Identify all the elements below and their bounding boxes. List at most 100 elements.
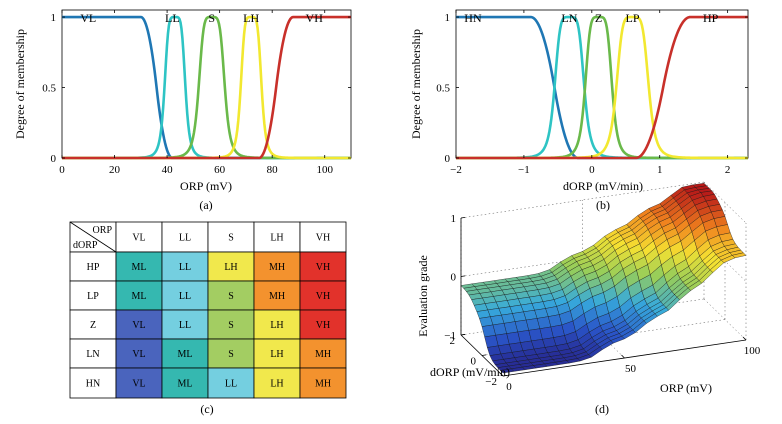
x-tick-mark-3d xyxy=(499,372,504,377)
membership-curve-hn xyxy=(456,15,748,160)
y-tick-label: 0 xyxy=(51,153,57,165)
rule-cell-value: VL xyxy=(132,320,145,331)
column-header-vl: VL xyxy=(132,232,145,243)
column-header-vh: VH xyxy=(316,232,330,243)
surface-mesh xyxy=(460,183,747,374)
z-axis-label-d: Evaluation grade xyxy=(416,255,430,337)
set-label-hn: HN xyxy=(464,11,482,25)
rule-cell-value: MH xyxy=(315,349,331,360)
membership-curve-lh xyxy=(62,15,351,160)
membership-curve-ln xyxy=(456,15,748,160)
rule-cell-value: ML xyxy=(178,378,193,389)
rule-cell-value: VH xyxy=(316,262,330,273)
x-tick-label: 40 xyxy=(162,164,174,176)
z-tick-label: 1 xyxy=(451,213,457,225)
y-tick-label-3d: −2 xyxy=(485,376,497,388)
membership-curve-ll xyxy=(62,15,351,160)
rule-cell-value: MH xyxy=(269,291,285,302)
x-tick-label: 100 xyxy=(316,164,333,176)
membership-curves-orp xyxy=(62,15,351,160)
x-tick-label: 80 xyxy=(267,164,279,176)
surface-ticks: −1 0 1 −2 0 2 0 50 100 xyxy=(444,213,760,393)
z-tick-label: 0 xyxy=(451,272,457,284)
caption-c: (c) xyxy=(200,402,213,416)
y-axis-label-d: dORP (mV/min) xyxy=(430,365,510,379)
rule-cell-value: S xyxy=(228,320,234,331)
rule-table-grid: ORP dORP VL LL S LH VH HP ML LL LH MH VH LP ML LL S MH VH Z… xyxy=(69,221,347,399)
plot-frame-a xyxy=(61,9,352,159)
x-axis-label-d: ORP (mV) xyxy=(660,381,712,395)
membership-chart-orp: 0 20 40 60 80 100 0 0.5 1 VL LL S LH VH ORP (mV) Deg… xyxy=(13,9,352,212)
x-tick-label: 20 xyxy=(109,164,121,176)
rule-cell xyxy=(207,251,255,282)
rule-cell-value: VL xyxy=(132,378,145,389)
rule-cell-value: LL xyxy=(225,378,237,389)
rule-cell-value: LH xyxy=(224,262,237,273)
rule-cell-value: S xyxy=(228,349,234,360)
membership-curves-dorp xyxy=(456,15,748,160)
corner-label-orp: ORP xyxy=(93,225,113,236)
x-tick-label: −2 xyxy=(450,164,462,176)
rule-cell-value: LL xyxy=(179,262,191,273)
rule-cell xyxy=(299,280,347,311)
membership-curve-vh xyxy=(62,15,351,160)
x-tick-label: 1 xyxy=(657,164,663,176)
membership-curve-z xyxy=(456,15,748,160)
set-label-ln: LN xyxy=(561,11,577,25)
x-tick-mark-3d xyxy=(742,336,747,341)
rule-cell xyxy=(253,338,301,369)
rule-cell xyxy=(115,367,163,399)
rule-cell-value: LH xyxy=(270,320,283,331)
surface-grid-line xyxy=(460,181,705,219)
rule-cell xyxy=(253,367,301,399)
rule-cell xyxy=(299,367,347,399)
column-header-lh: LH xyxy=(270,232,283,243)
x-tick-label: 0 xyxy=(59,164,65,176)
row-header-z: Z xyxy=(90,320,96,331)
set-label-vl: VL xyxy=(80,11,96,25)
column-header-cell xyxy=(161,221,209,253)
y-axis-label-a: Degree of membership xyxy=(13,29,27,139)
row-header-ln: LN xyxy=(86,349,99,360)
y-tick-label-3d: 2 xyxy=(450,335,456,347)
rule-cell-value: LL xyxy=(179,320,191,331)
membership-curve-vl xyxy=(62,15,351,160)
z-tick-mark xyxy=(460,275,466,277)
rule-cell-value: VH xyxy=(316,291,330,302)
rule-cell xyxy=(253,251,301,282)
y-tick-mark-3d xyxy=(460,334,466,336)
rule-cell xyxy=(299,251,347,282)
caption-b: (b) xyxy=(596,198,610,212)
row-header-cell xyxy=(69,367,117,399)
rule-cell-value: S xyxy=(228,291,234,302)
rule-cell xyxy=(115,309,163,340)
set-label-z: Z xyxy=(595,11,602,25)
z-tick-label: −1 xyxy=(444,330,456,342)
y-tick-label: 1 xyxy=(51,12,57,24)
y-axis-label-b: Degree of membership xyxy=(409,29,423,139)
x-tick-label: −1 xyxy=(518,164,530,176)
corner-label-dorp: dORP xyxy=(73,240,98,251)
x-tick-label-3d: 0 xyxy=(506,381,512,393)
rule-cell-value: VL xyxy=(132,349,145,360)
rule-cell-value: LL xyxy=(179,291,191,302)
column-header-cell xyxy=(299,221,347,253)
membership-curve-lp xyxy=(456,15,748,160)
x-tick-label: 60 xyxy=(214,164,226,176)
y-tick-label: 0.5 xyxy=(436,83,450,95)
y-tick-mark-3d xyxy=(481,354,487,356)
rule-table: ORP dORP VL LL S LH VH HP ML LL LH MH VH LP ML LL S MH VH Z… xyxy=(69,221,347,416)
rule-cell xyxy=(161,251,209,282)
membership-curve-s xyxy=(62,15,351,160)
surface-patch xyxy=(731,252,747,259)
x-axis-label-b: dORP (mV/min) xyxy=(563,179,643,193)
rule-cell-value: MH xyxy=(269,262,285,273)
corner-diagonal xyxy=(69,221,117,253)
y-tick-label: 1 xyxy=(445,12,451,24)
set-label-ll: LL xyxy=(165,11,180,25)
rule-cell xyxy=(207,280,255,311)
rule-cell-value: ML xyxy=(132,291,147,302)
rule-cell xyxy=(161,309,209,340)
set-label-vh: VH xyxy=(306,11,324,25)
set-label-lp: LP xyxy=(626,11,640,25)
